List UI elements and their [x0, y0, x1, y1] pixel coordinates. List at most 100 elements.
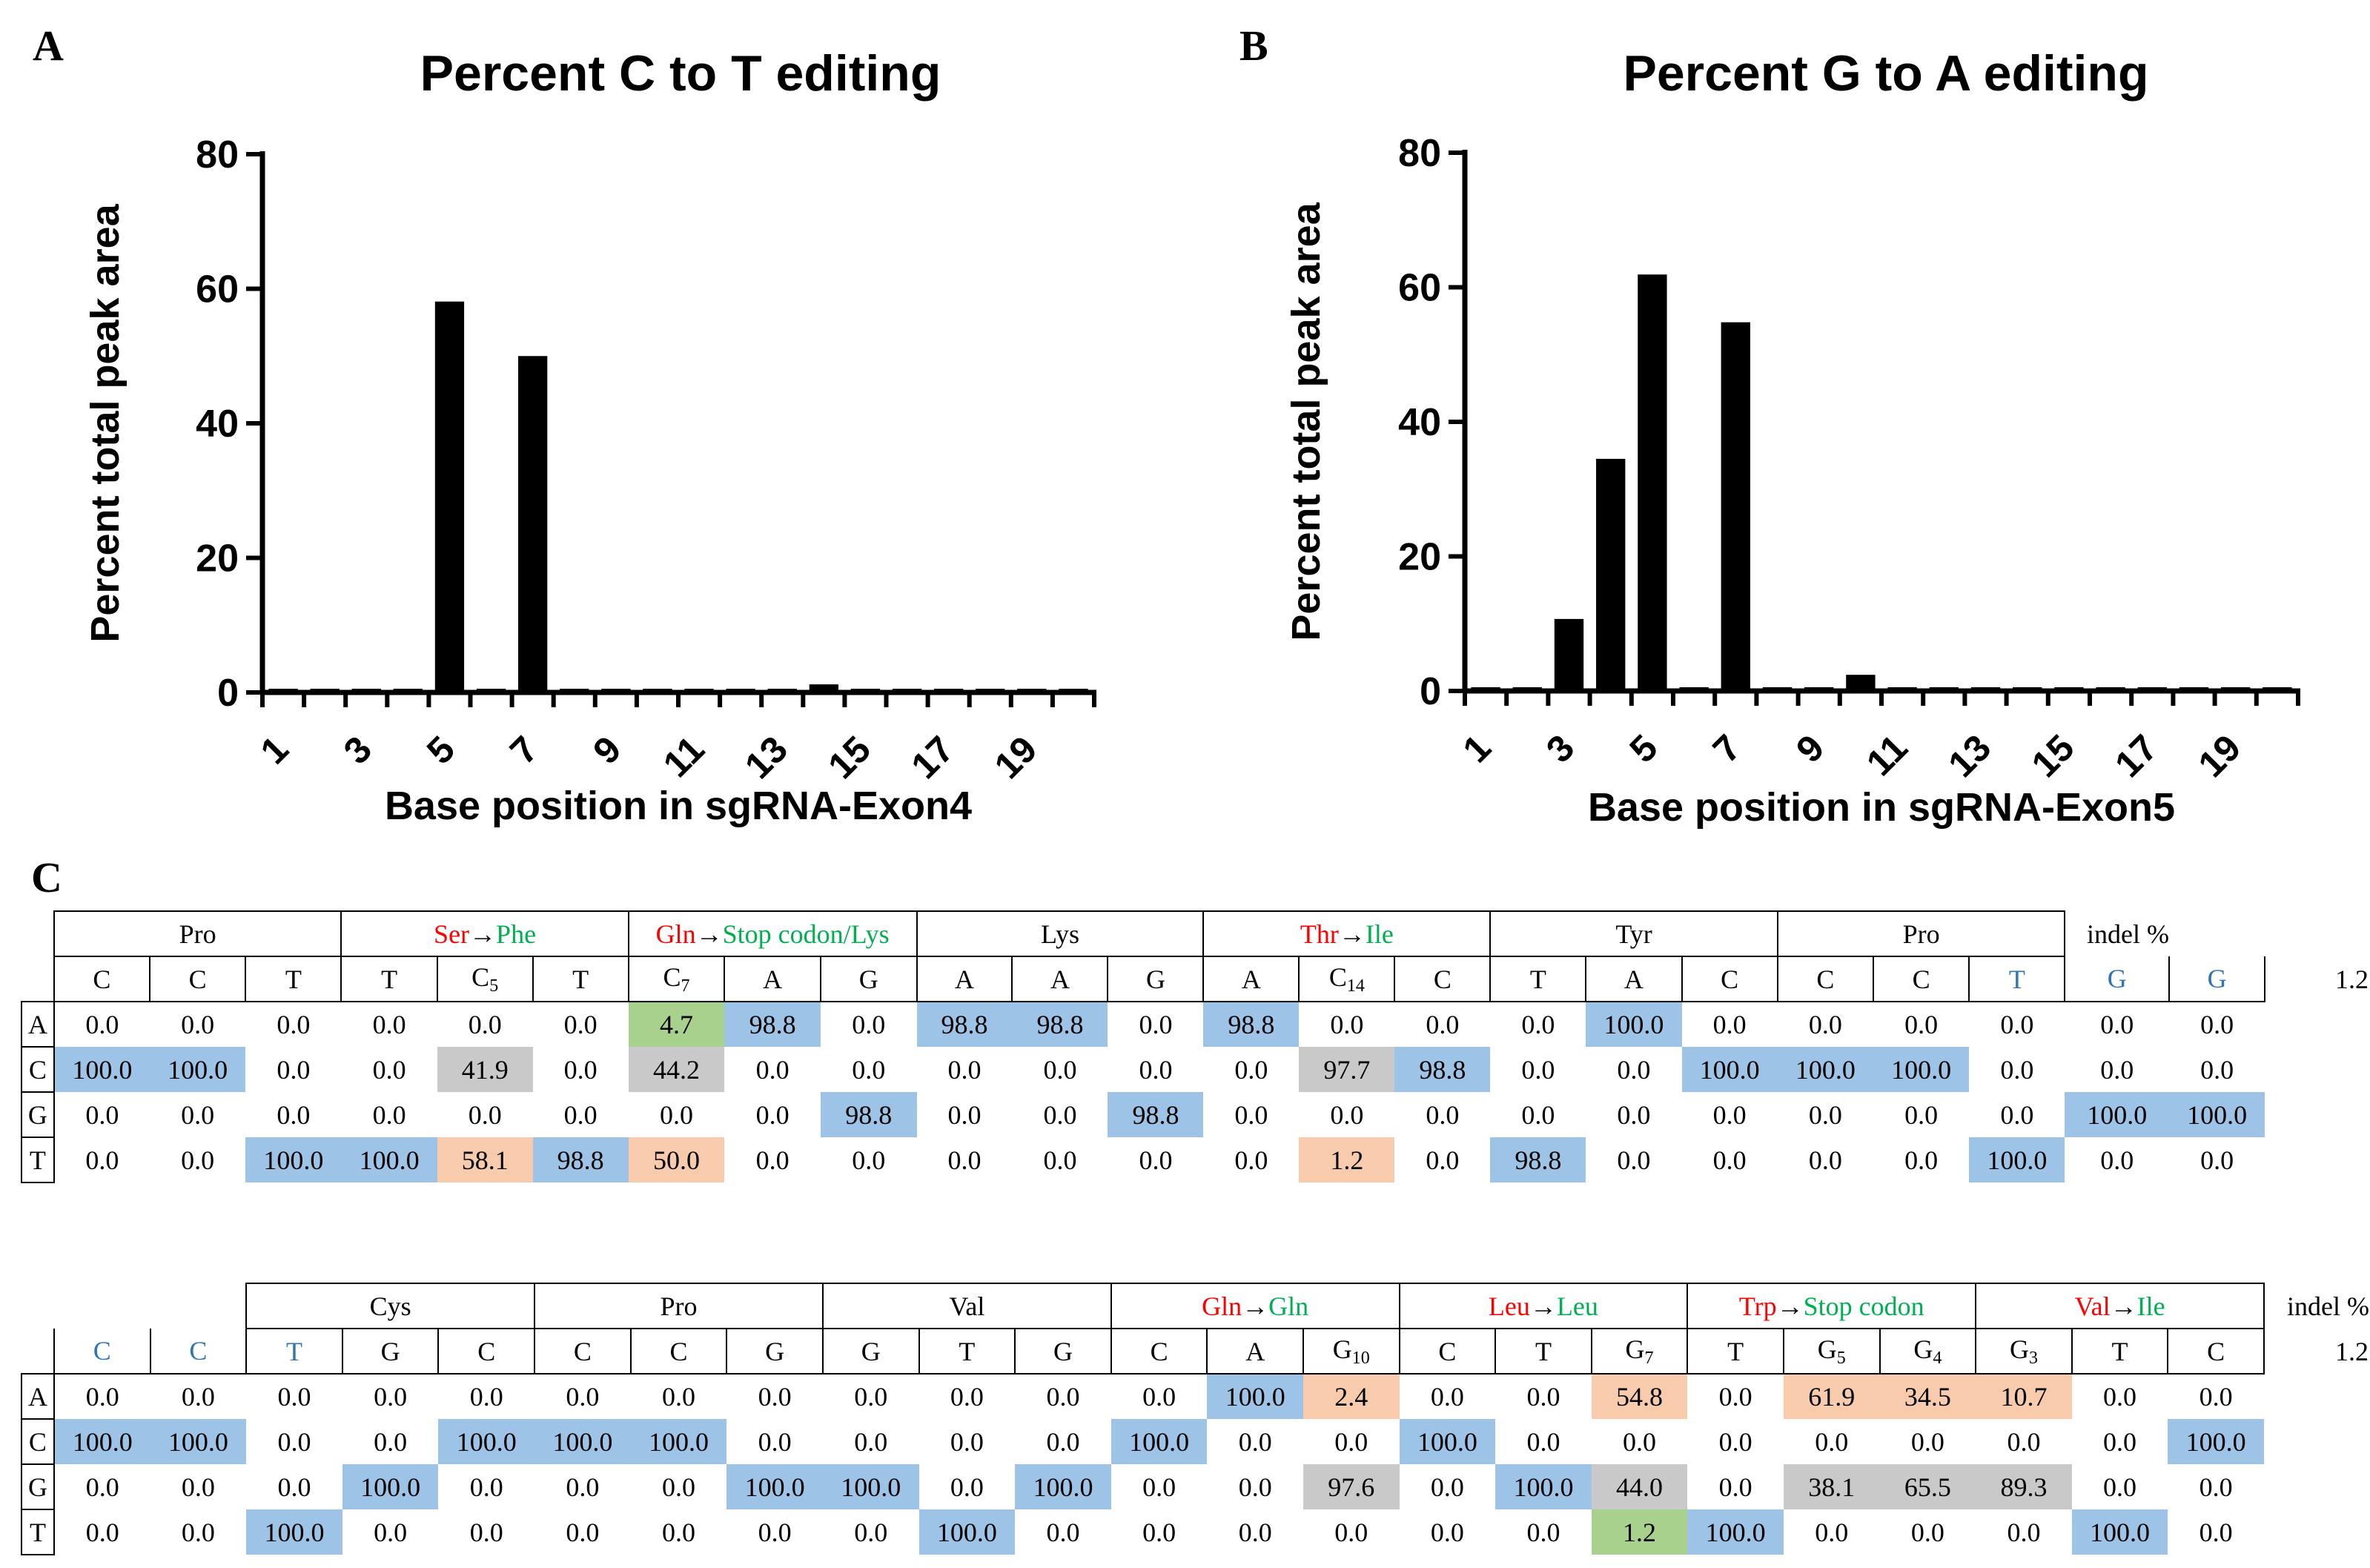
data-cell: 0.0: [1015, 1374, 1111, 1419]
cell-value: 0.0: [2007, 1517, 2041, 1547]
nucleotide-header: T: [2071, 1329, 2168, 1375]
cell-value: 0.0: [181, 1472, 215, 1502]
amino-acid-label: →: [2110, 1291, 2137, 1321]
data-cell: 0.0: [54, 1002, 150, 1047]
cell-value: 0.0: [1238, 1426, 1272, 1457]
cell-value: 0.0: [2100, 1054, 2134, 1085]
data-cell: 0.0: [1586, 1137, 1681, 1182]
amino-acid-group: Leu→Leu: [1398, 1283, 1688, 1329]
cell-value: 0.0: [181, 1099, 215, 1130]
cell-value: 100.0: [263, 1145, 324, 1175]
nucleotide-base: T: [959, 1336, 976, 1366]
x-tick-label: 13: [737, 728, 795, 787]
base-label: T: [29, 1517, 46, 1547]
nucleotide-base: C: [477, 1336, 496, 1366]
data-cell: 100.0: [1207, 1374, 1304, 1419]
base-row-label: A: [21, 1001, 55, 1048]
cell-value: 98.8: [1036, 1010, 1084, 1039]
nucleotide-header: G: [819, 956, 917, 1002]
bar: [1512, 687, 1542, 691]
data-cell: 0.0: [631, 1464, 727, 1509]
cell-value: 0.0: [854, 1517, 888, 1547]
data-cell: 65.5: [1879, 1464, 1976, 1509]
nucleotide-base: T: [2111, 1336, 2128, 1366]
data-cell: 0.0: [2072, 1464, 2168, 1509]
nucleotide-position: 14: [1346, 976, 1365, 996]
data-cell: 41.9: [437, 1047, 533, 1092]
x-tick-label: 7: [1705, 727, 1749, 770]
data-cell: 0.0: [1108, 1137, 1203, 1182]
cell-value: 100.0: [1417, 1426, 1477, 1457]
cell-value: 0.0: [1426, 1145, 1460, 1175]
data-cell: 0.0: [2072, 1374, 2168, 1419]
nucleotide-header: C: [629, 1329, 727, 1375]
x-tick-label: 13: [1940, 727, 1999, 785]
data-cell: 100.0: [1586, 1002, 1682, 1047]
data-cell: 0.0: [1490, 1047, 1586, 1092]
base-label: C: [28, 1054, 47, 1085]
data-cell: 0.0: [1687, 1419, 1784, 1464]
spacer-cell: [2265, 1137, 2369, 1182]
data-cell: 0.0: [1490, 1002, 1586, 1047]
amino-acid-label: Leu: [1488, 1291, 1530, 1321]
cell-value: 0.0: [1043, 1099, 1077, 1130]
cell-value: 0.0: [1234, 1099, 1268, 1130]
x-tick-label: 1: [1455, 727, 1499, 770]
data-cell: 0.0: [631, 1509, 727, 1555]
cell-value: 0.0: [1238, 1472, 1272, 1502]
nucleotide-header: G: [2064, 956, 2170, 1002]
nucleotide-header: C: [1872, 956, 1970, 1002]
data-cell: 0.0: [2168, 1509, 2264, 1555]
data-cell: 4.7: [628, 1002, 725, 1047]
bar: [560, 689, 589, 692]
cell-value: 1.2: [1330, 1145, 1364, 1175]
data-cell: 0.0: [724, 1137, 821, 1182]
amino-acid-label: Gln: [655, 919, 696, 949]
cell-value: 97.6: [1328, 1472, 1375, 1502]
nucleotide-base: T: [1529, 964, 1546, 994]
nucleotide-base: C: [188, 964, 207, 994]
data-cell: 0.0: [1586, 1047, 1681, 1092]
cell-value: 0.0: [1139, 1145, 1173, 1175]
y-axis-title: Percent total peak area: [1284, 202, 1328, 641]
data-cell: 34.5: [1879, 1374, 1976, 1419]
data-cell: 0.0: [341, 1002, 437, 1047]
cell-value: 0.0: [661, 1382, 695, 1412]
bar: [268, 689, 298, 692]
cell-value: 1.2: [1623, 1517, 1657, 1547]
data-cell: 0.0: [534, 1509, 631, 1555]
data-cell: 38.1: [1783, 1464, 1880, 1509]
nucleotide-base: T: [381, 964, 398, 994]
data-cell: 100.0: [2065, 1092, 2170, 1137]
indel-header: indel %: [2065, 911, 2169, 956]
y-tick-label: 80: [1398, 132, 1441, 175]
cell-value: 0.0: [1526, 1426, 1560, 1457]
nucleotide-base: A: [955, 964, 974, 994]
data-cell: 0.0: [1111, 1464, 1208, 1509]
data-cell: 0.0: [533, 1092, 629, 1137]
data-cell: 0.0: [533, 1047, 629, 1092]
spacer-cell: [2265, 1047, 2369, 1092]
cell-value: 0.0: [854, 1382, 888, 1412]
bar: [2054, 687, 2084, 691]
cell-value: 61.9: [1808, 1382, 1856, 1412]
data-cell: 10.7: [1976, 1374, 2072, 1419]
nucleotide-base: G: [2009, 1334, 2029, 1364]
bar: [1762, 687, 1793, 691]
data-cell: 0.0: [150, 1002, 245, 1047]
amino-acid-label: Phe: [496, 919, 537, 949]
cell-value: 0.0: [755, 1099, 790, 1130]
cell-value: 100.0: [2185, 1426, 2246, 1457]
nucleotide-base: C: [471, 962, 490, 992]
data-cell: 100.0: [1777, 1047, 1873, 1092]
spacer-cell: [2264, 1419, 2369, 1464]
data-cell: 97.6: [1303, 1464, 1400, 1509]
nucleotide-base: C: [669, 1336, 688, 1366]
nucleotide-base: C: [1721, 964, 1739, 994]
amino-acid-label: Ile: [1365, 919, 1394, 949]
spacer-cell: [21, 1329, 54, 1374]
data-cell: 0.0: [726, 1419, 823, 1464]
data-cell: 100.0: [245, 1137, 342, 1182]
